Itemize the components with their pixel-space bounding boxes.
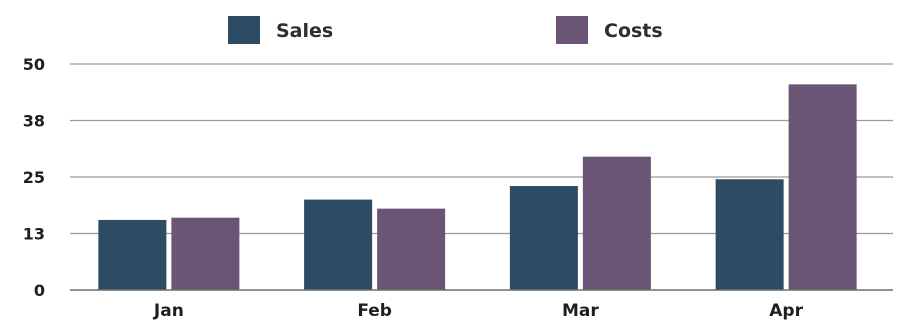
- bar-costs-jan: [171, 217, 240, 290]
- y-tick-label: 25: [23, 168, 45, 187]
- x-tick-label: Feb: [357, 301, 392, 321]
- bar-costs-feb: [377, 208, 446, 290]
- y-axis-ticks: 0 13 25 38 50: [23, 55, 45, 300]
- legend-label-sales: Sales: [276, 20, 333, 42]
- x-axis-labels: Jan Feb Mar Apr: [153, 301, 804, 321]
- x-tick-label: Mar: [562, 301, 599, 321]
- bar-sales-feb: [304, 199, 373, 290]
- x-tick-label: Jan: [153, 301, 184, 321]
- bar-sales-mar: [509, 186, 578, 290]
- y-tick-label: 38: [23, 112, 45, 131]
- legend-swatch-costs: [556, 16, 588, 44]
- bar-costs-mar: [582, 156, 651, 290]
- bar-sales-jan: [98, 219, 167, 290]
- bar-sales-apr: [715, 179, 784, 290]
- legend-label-costs: Costs: [604, 20, 663, 42]
- chart-legend: Sales Costs: [228, 16, 663, 44]
- y-tick-label: 0: [34, 281, 45, 300]
- y-tick-label: 13: [23, 225, 45, 244]
- bar-costs-apr: [788, 84, 857, 290]
- legend-swatch-sales: [228, 16, 260, 44]
- x-tick-label: Apr: [769, 301, 803, 321]
- y-tick-label: 50: [23, 55, 45, 74]
- chart-bars: [98, 84, 857, 290]
